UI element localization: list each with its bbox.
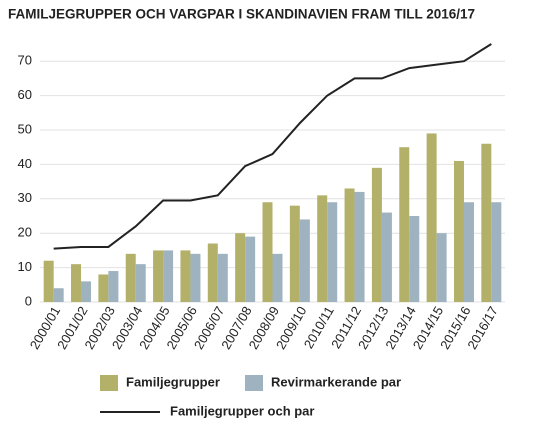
bar (436, 233, 447, 302)
y-tick-label: 70 (18, 53, 32, 68)
bar (381, 212, 392, 302)
bar (371, 167, 382, 302)
bar (262, 202, 273, 302)
bar (289, 205, 300, 302)
bar (409, 216, 420, 302)
bar (354, 191, 365, 302)
bar (180, 250, 191, 302)
bar (53, 288, 64, 302)
legend-label: Familjegrupper (126, 374, 220, 389)
legend-swatch (245, 375, 263, 391)
y-tick-label: 60 (18, 87, 32, 102)
bar (463, 202, 474, 302)
bar (125, 253, 136, 302)
bar (43, 260, 54, 302)
legend-swatch (100, 375, 118, 391)
bar (207, 243, 218, 302)
bar (135, 264, 146, 302)
y-tick-label: 40 (18, 156, 32, 171)
bar (317, 195, 328, 302)
y-tick-label: 10 (18, 259, 32, 274)
bar (491, 202, 502, 302)
bar (344, 188, 355, 302)
y-tick-label: 20 (18, 225, 32, 240)
bar (163, 250, 174, 302)
bar (245, 236, 256, 302)
bar (399, 147, 410, 302)
bar (108, 271, 119, 302)
bar (71, 264, 82, 302)
chart-title: FAMILJEGRUPPER OCH VARGPAR I SKANDINAVIE… (8, 7, 475, 22)
bar (453, 160, 464, 302)
line (53, 43, 492, 250)
bar (153, 250, 164, 302)
y-tick-label: 50 (18, 121, 32, 136)
bar (272, 253, 283, 302)
bar (426, 133, 437, 302)
legend-label: Revirmarkerande par (271, 374, 401, 389)
y-tick-label: 30 (18, 190, 32, 205)
legend-label: Familjegrupper och par (170, 403, 314, 418)
bar (98, 274, 109, 302)
bar (217, 253, 228, 302)
bar (327, 202, 338, 302)
bar (299, 219, 310, 302)
bar (235, 233, 246, 302)
bar (190, 253, 201, 302)
bar (481, 143, 492, 302)
bar (81, 281, 92, 302)
y-tick-label: 0 (25, 293, 32, 308)
